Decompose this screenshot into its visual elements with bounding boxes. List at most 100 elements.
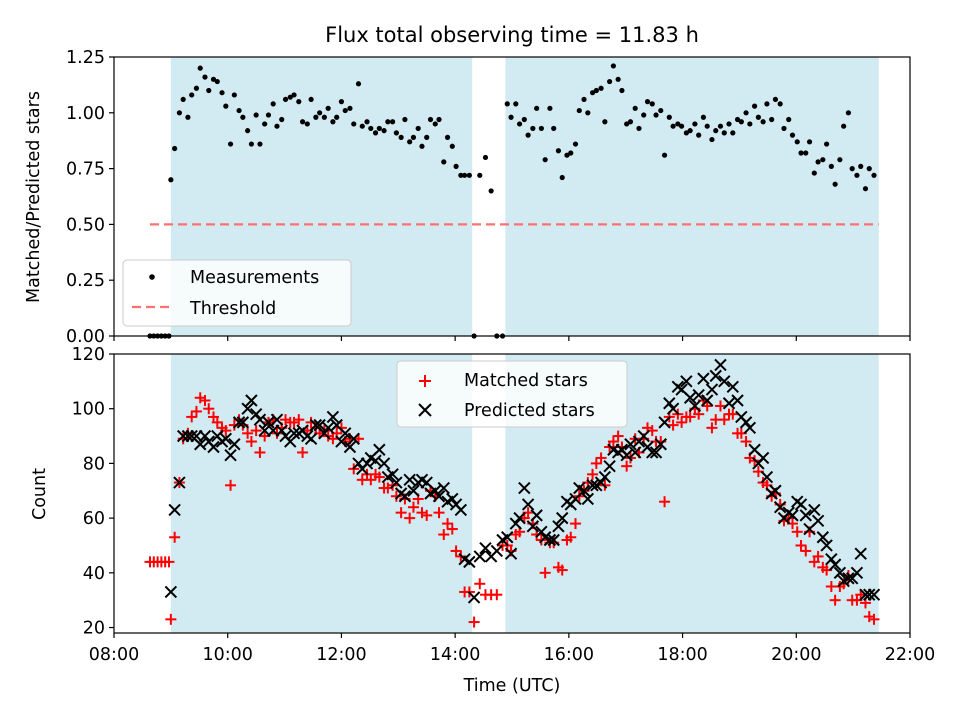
matched-star-point — [468, 616, 480, 628]
matched-star-point — [446, 523, 458, 535]
y-tick-label: 100 — [72, 400, 105, 420]
matched-star-point — [595, 452, 607, 464]
measurement-point — [738, 119, 744, 125]
predicted-star-point — [526, 520, 540, 533]
predicted-star-point — [164, 585, 178, 599]
measurement-point — [168, 177, 174, 183]
matched-star-point — [211, 416, 223, 428]
matched-star-point — [791, 526, 803, 538]
matched-star-point — [569, 518, 581, 530]
predicted-star-point — [666, 402, 680, 415]
measurement-point — [262, 121, 268, 127]
predicted-star-stroke-b — [518, 481, 531, 495]
y-tick-label: 1.25 — [66, 48, 105, 68]
predicted-star-stroke-b — [675, 383, 688, 396]
predicted-star-stroke-b — [867, 588, 881, 601]
matched-star-point — [491, 589, 503, 601]
measurement-point — [598, 85, 604, 91]
predicted-star-stroke-b — [360, 457, 374, 470]
measurement-point — [644, 99, 651, 105]
predicted-star-point — [168, 503, 181, 517]
measurement-point — [342, 107, 348, 114]
predicted-star-stroke-b — [701, 394, 714, 407]
measurement-point — [313, 114, 319, 120]
measurement-point — [393, 130, 399, 136]
measurement-point — [193, 85, 200, 91]
matched-star-point — [254, 446, 266, 458]
measurement-point — [687, 128, 693, 134]
matched-star-point — [714, 400, 726, 412]
measurement-point — [214, 78, 220, 85]
predicted-star-stroke-b — [535, 525, 548, 539]
matched-star-point — [706, 422, 718, 434]
predicted-star-point — [863, 588, 876, 601]
predicted-star-stroke-b — [513, 511, 526, 525]
predicted-star-point — [360, 457, 374, 470]
matched-star-point — [800, 545, 812, 557]
measurement-point — [581, 96, 587, 103]
predicted-star-point — [654, 438, 667, 451]
measurement-point — [419, 143, 425, 149]
measurement-point — [794, 139, 800, 145]
matched-star-point — [433, 507, 445, 519]
x-tick-label: 10:00 — [202, 645, 252, 665]
predicted-star-stroke-b — [688, 399, 702, 413]
measurement-point — [210, 76, 217, 82]
predicted-star-point — [628, 446, 642, 459]
measurement-point — [436, 116, 442, 123]
predicted-star-stroke-b — [249, 407, 263, 421]
measurement-point — [858, 163, 864, 169]
y-tick-label: 0.75 — [66, 160, 105, 180]
matched-star-point — [868, 613, 880, 625]
matched-star-point — [169, 531, 181, 543]
measurement-point — [679, 123, 685, 129]
measurement-point — [245, 128, 251, 134]
predicted-star-stroke-b — [313, 418, 326, 432]
y-tick-label: 0.25 — [66, 271, 105, 291]
measurement-point — [304, 121, 310, 127]
predicted-star-point — [867, 588, 881, 601]
matched-star-point — [407, 501, 419, 513]
bottom-panel: 20 40 60 80 100 120 08:00 10:00 12:00 14:00 16:00… — [30, 345, 935, 696]
predicted-star-stroke-b — [386, 468, 399, 481]
predicted-star-stroke-b — [808, 503, 821, 517]
predicted-star-point — [552, 520, 565, 533]
predicted-star-stroke-b — [458, 552, 471, 566]
measurement-point — [564, 152, 570, 158]
predicted-star-point — [335, 435, 348, 448]
matched-star-point — [190, 405, 202, 417]
predicted-star-point — [833, 566, 847, 580]
measurement-point — [700, 114, 707, 120]
measurement-point — [615, 76, 621, 82]
matched-star-point — [474, 578, 486, 590]
predicted-star-point — [828, 558, 842, 571]
predicted-star-point — [794, 498, 808, 511]
matched-star-point — [390, 490, 402, 502]
measurement-point — [206, 87, 212, 94]
predicted-star-stroke-b — [547, 533, 560, 547]
predicted-star-stroke-b — [429, 484, 442, 497]
predicted-star-stroke-b — [228, 438, 241, 451]
predicted-star-stroke-b — [628, 446, 642, 459]
matched-star-point — [335, 422, 347, 434]
measurement-point — [325, 105, 331, 111]
measurement-point — [653, 112, 659, 118]
top-y-axis: 0.00 0.25 0.50 0.75 1.00 1.25 — [66, 48, 114, 347]
matched-star-point — [795, 539, 807, 551]
measurement-point — [589, 90, 596, 96]
y-tick-label: 0.00 — [66, 327, 105, 347]
predicted-star-point — [224, 448, 237, 462]
measurement-point — [692, 121, 698, 127]
predicted-star-point — [403, 473, 416, 487]
predicted-star-point — [339, 427, 352, 440]
measurement-point — [670, 123, 676, 129]
measurement-point — [709, 136, 715, 143]
predicted-star-stroke-b — [521, 498, 535, 511]
measurement-point — [385, 119, 391, 125]
measurement-point — [542, 157, 548, 163]
measurement-point — [338, 99, 345, 105]
measurement-point — [641, 112, 647, 118]
predicted-star-stroke-b — [697, 372, 710, 385]
predicted-star-stroke-b — [219, 432, 233, 446]
